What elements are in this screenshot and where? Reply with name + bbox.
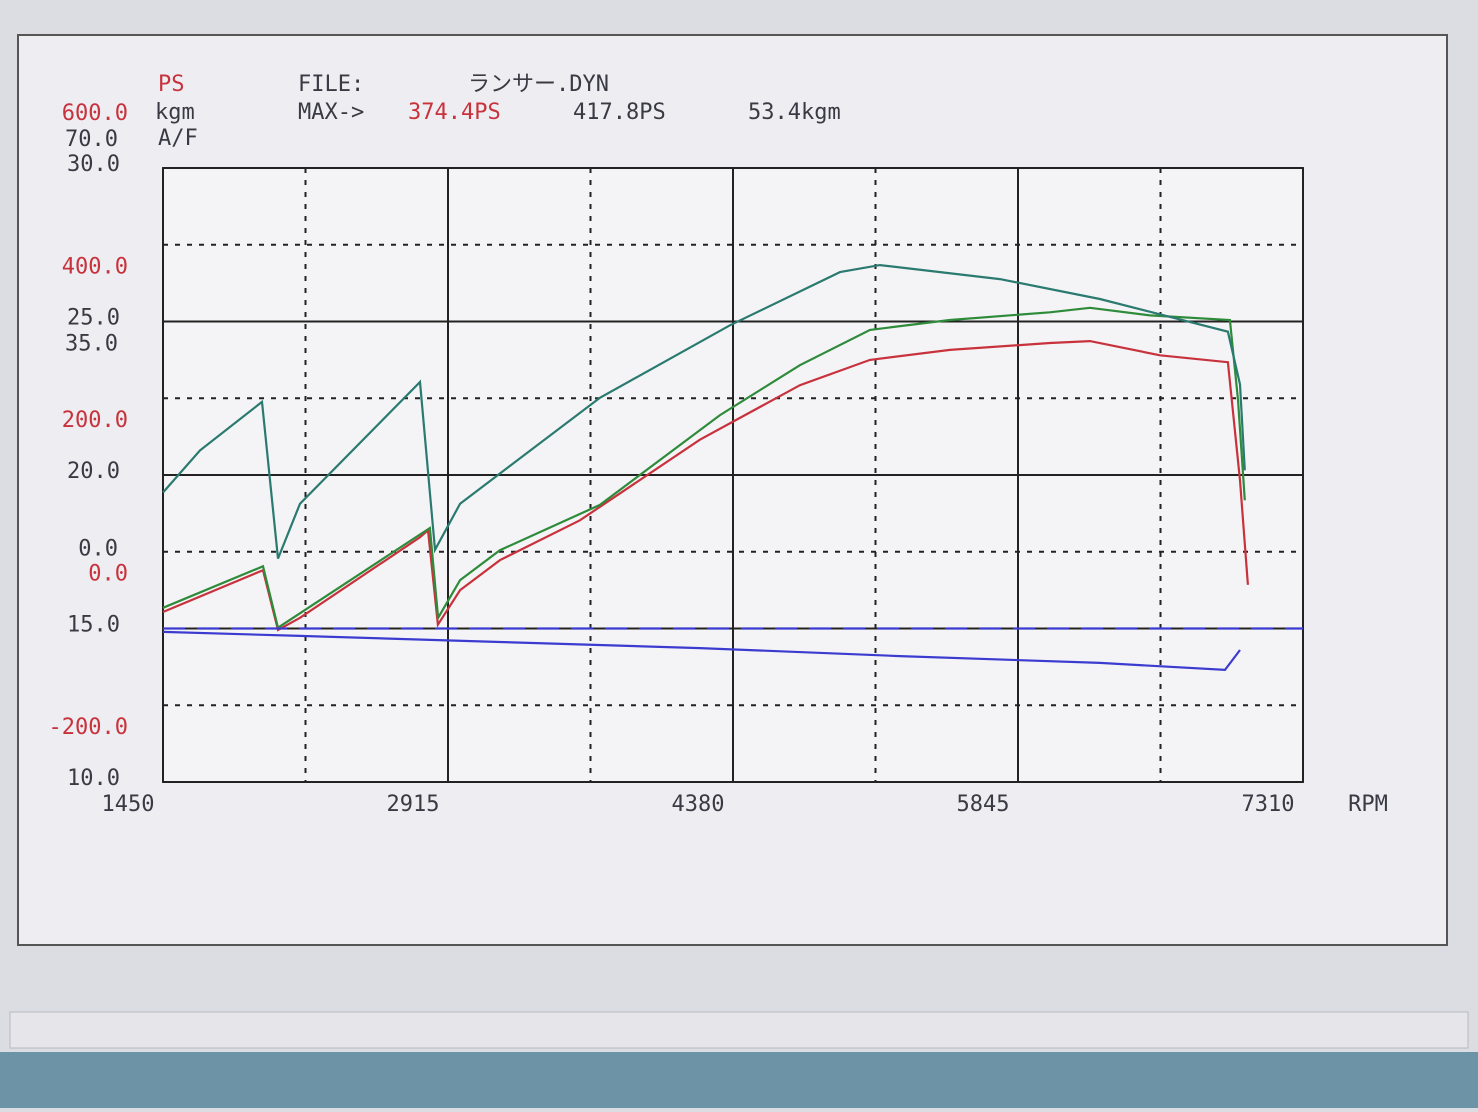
x-axis-label: RPM — [1348, 792, 1388, 817]
kgm-unit: kgm — [155, 100, 195, 125]
x-tick-label: 4380 — [672, 792, 725, 817]
x-tick-label: 5845 — [957, 792, 1010, 817]
y2ticks-label: 0.0 — [78, 536, 118, 561]
af-unit: A/F — [158, 126, 198, 151]
yticks-label: -200.0 — [49, 715, 128, 740]
x-tick-label: 7310 — [1242, 792, 1295, 817]
y2ticks-label: 70.0 — [65, 127, 118, 152]
y3ticks-label: 25.0 — [67, 306, 120, 331]
series-line — [162, 263, 1246, 560]
ps-unit: PS — [158, 72, 185, 97]
max-label: MAX-> — [298, 100, 364, 125]
y3ticks-label: 30.0 — [67, 152, 120, 177]
y3ticks-label: 15.0 — [67, 613, 120, 638]
y3ticks-label: 10.0 — [67, 766, 120, 791]
yticks-label: 600.0 — [62, 101, 128, 126]
series-line — [162, 630, 1241, 672]
max-ps-2: 417.8PS — [573, 100, 666, 125]
series-line — [162, 339, 1249, 632]
x-tick-label: 1450 — [102, 792, 155, 817]
taskbar — [0, 1052, 1478, 1108]
max-kgm: 53.4kgm — [748, 100, 841, 125]
file-label: FILE: — [298, 72, 364, 97]
yticks-label: 400.0 — [62, 255, 128, 280]
yticks-label: 0.0 — [88, 562, 128, 587]
status-bar — [9, 1011, 1469, 1049]
y3ticks-label: 20.0 — [67, 459, 120, 484]
x-tick-label: 2915 — [387, 792, 440, 817]
yticks-label: 200.0 — [62, 408, 128, 433]
max-ps-1: 374.4PS — [408, 100, 501, 125]
y2ticks-label: 35.0 — [65, 332, 118, 357]
file-name: ランサー.DYN — [468, 72, 609, 97]
